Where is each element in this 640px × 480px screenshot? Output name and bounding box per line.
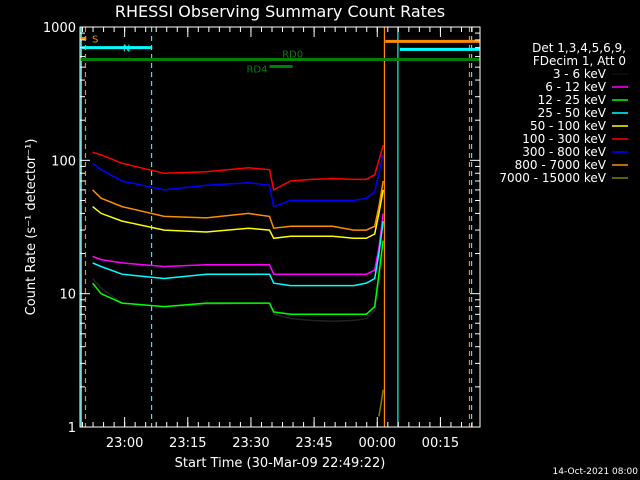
legend: Det 1,3,4,5,6,9,FDecim 1, Att 03 - 6 keV… — [499, 41, 628, 185]
flag-label: RD0 — [282, 50, 303, 61]
x-tick-label: 00:00 — [359, 436, 396, 451]
x-tick-label: 23:45 — [295, 436, 332, 451]
series-line — [378, 389, 384, 417]
legend-entry: 7000 - 15000 keV — [499, 171, 606, 185]
series-group — [92, 144, 384, 417]
series-line — [92, 240, 384, 316]
series-line — [92, 221, 384, 287]
legend-entry: 6 - 12 keV — [545, 80, 607, 94]
y-tick-label: 10 — [59, 288, 76, 303]
flag-label: S — [92, 34, 98, 45]
flag-label: N — [123, 44, 130, 55]
y-axis: 1 10 100 1000 — [43, 21, 480, 436]
x-tick-label: 23:15 — [169, 436, 206, 451]
legend-entry: 12 - 25 keV — [538, 93, 607, 107]
plot-frame — [79, 26, 481, 428]
legend-entry: 50 - 100 keV — [530, 119, 607, 133]
x-tick-label: 00:15 — [422, 436, 459, 451]
legend-entry: 3 - 6 keV — [553, 67, 607, 81]
series-line — [92, 189, 384, 240]
y-tick-label: 100 — [51, 154, 76, 169]
legend-header: Det 1,3,4,5,6,9, — [532, 41, 626, 55]
legend-entry: 25 - 50 keV — [538, 106, 607, 120]
series-line — [92, 144, 384, 192]
series-line — [92, 154, 384, 208]
flag-bars: S N RD0 RD4 — [80, 34, 480, 76]
legend-entry: 300 - 800 keV — [522, 145, 606, 159]
legend-header: FDecim 1, Att 0 — [533, 54, 626, 68]
legend-entry: 100 - 300 keV — [522, 132, 606, 146]
series-line — [92, 180, 384, 231]
x-axis-label: Start Time (30-Mar-09 22:49:22) — [175, 456, 386, 471]
x-tick-label: 23:00 — [106, 436, 143, 451]
footer-date: 14-Oct-2021 08:00 — [553, 467, 639, 477]
chart-title: RHESSI Observing Summary Count Rates — [115, 2, 445, 21]
y-tick-label: 1000 — [43, 21, 76, 36]
x-tick-label: 23:30 — [232, 436, 269, 451]
y-tick-label: 1 — [68, 421, 76, 436]
series-line — [92, 213, 384, 275]
x-axis: 23:00 23:15 23:30 23:45 00:00 00:15 — [82, 27, 473, 451]
flag-label: RD4 — [246, 65, 267, 76]
legend-entry: 800 - 7000 keV — [515, 158, 607, 172]
y-axis-label: Count Rate (s⁻¹ detector⁻¹) — [24, 139, 39, 316]
